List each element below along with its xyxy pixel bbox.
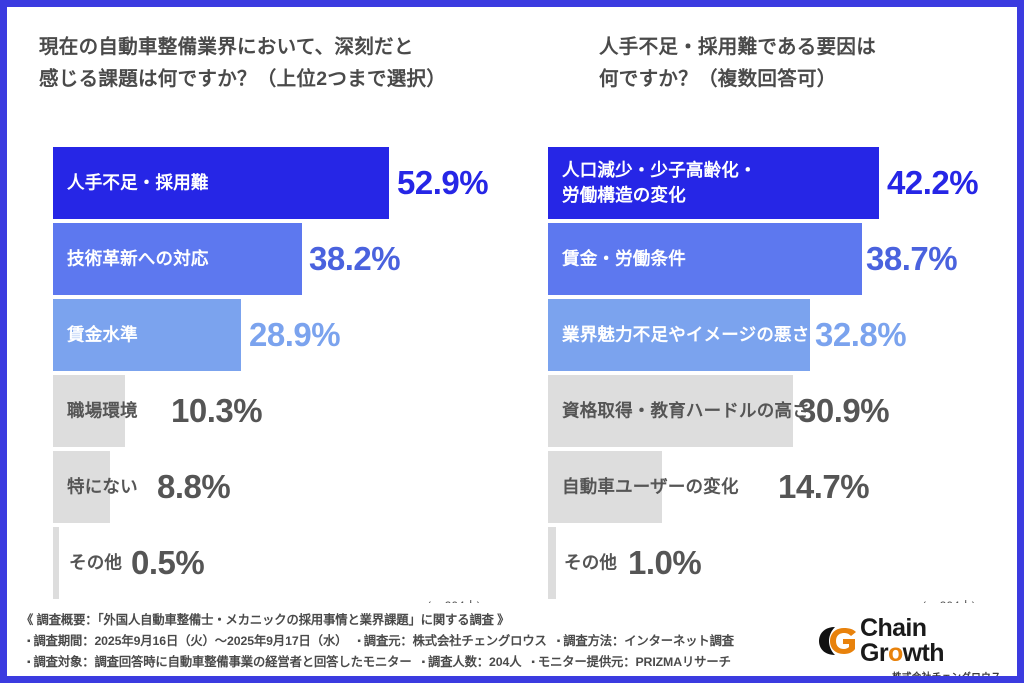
chain-growth-logo: Chain Growth 株式会社チェングロウス — [818, 616, 1003, 676]
survey-method: 調査方法：インターネット調査 — [557, 634, 734, 648]
bar-row: 職場環境 10.3% — [53, 375, 523, 447]
bar-row: 賃金水準 28.9% — [53, 299, 523, 371]
bar-value-label: 30.9% — [798, 392, 890, 429]
bar-fill — [53, 147, 389, 219]
bar-category-label: 業界魅力不足やイメージの悪さ — [562, 324, 810, 345]
survey-monitor-provider: モニター提供元：PRIZMAリサーチ — [531, 655, 731, 669]
bar-value-label: 42.2% — [887, 164, 979, 201]
bar-value-label: 28.9% — [249, 316, 341, 353]
bar-fill — [548, 147, 879, 219]
footer: 《 調査概要：「外国人自動車整備士・メカニックの採用事情と業界課題」に関する調査… — [7, 603, 1017, 676]
bar-category-label: その他 — [564, 552, 618, 573]
bar-row: その他 1.0% — [548, 527, 1017, 599]
bar-category-label: 技術革新への対応 — [67, 248, 209, 269]
bar-row: 自動車ユーザーの変化 14.7% — [548, 451, 1017, 523]
bar-row: 技術革新への対応 38.2% — [53, 223, 523, 295]
bar-row: 人手不足・採用難 52.9% — [53, 147, 523, 219]
bar-fill — [548, 375, 793, 447]
bar-value-label: 52.9% — [397, 164, 489, 201]
bar-category-label: 人手不足・採用難 — [67, 172, 209, 193]
logo-word-part-a: Chain Gr — [860, 614, 927, 667]
bar-row: 賃金・労働条件 38.7% — [548, 223, 1017, 295]
logo-word-part-b: wth — [902, 639, 945, 667]
bar-value-label: 38.2% — [309, 240, 401, 277]
logo-row: Chain Growth — [818, 616, 1003, 666]
survey-target: 調査対象：調査回答時に自動車整備事業の経営者と回答したモニター — [27, 655, 411, 669]
bar-category-label: 職場環境 — [67, 400, 138, 421]
survey-period: 調査期間：2025年9月16日（火）〜2025年9月17日（水） — [27, 634, 347, 648]
bar-fill — [548, 527, 556, 599]
bar-category-label: 賃金・労働条件 — [562, 248, 686, 269]
bar-row: 資格取得・教育ハードルの高さ 30.9% — [548, 375, 1017, 447]
bar-row: その他 0.5% — [53, 527, 523, 599]
bar-value-label: 14.7% — [778, 468, 870, 505]
bar-fill — [548, 451, 662, 523]
bar-value-label: 0.5% — [131, 544, 205, 581]
bar-chart-right: 人口減少・少子高齢化・ 労働構造の変化 42.2% 賃金・労働条件 38.7% … — [548, 147, 1017, 603]
bar-value-label: 8.8% — [157, 468, 231, 505]
bar-category-label: 自動車ユーザーの変化 — [562, 476, 739, 497]
survey-meta-line-1: 調査期間：2025年9月16日（火）〜2025年9月17日（水） 調査元：株式会社… — [19, 631, 1005, 652]
survey-overview-line: 《 調査概要：「外国人自動車整備士・メカニックの採用事情と業界課題」に関する調査… — [21, 613, 510, 627]
bar-fill — [53, 527, 59, 599]
chain-growth-g-icon — [819, 627, 856, 655]
survey-source: 調査元：株式会社チェングロウス — [357, 634, 547, 648]
logo-wordmark: Chain Growth — [860, 616, 1003, 666]
bar-value-label: 10.3% — [171, 392, 263, 429]
bar-category-label: 資格取得・教育ハードルの高さ — [562, 400, 810, 421]
bar-value-label: 1.0% — [628, 544, 702, 581]
survey-meta-line-2: 調査対象：調査回答時に自動車整備事業の経営者と回答したモニター調査人数：204人… — [19, 652, 1005, 673]
page-title-right: 人手不足・採用難である要因は 何ですか？（複数回答可） — [599, 36, 877, 90]
logo-word-accent: o — [887, 639, 903, 667]
bar-fill — [548, 223, 862, 295]
bar-value-label: 38.7% — [866, 240, 958, 277]
bar-category-label: 賃金水準 — [67, 324, 138, 345]
bar-fill — [548, 299, 810, 371]
bar-fill — [53, 223, 302, 295]
logo-subtitle: 株式会社チェングロウス — [892, 672, 1001, 683]
survey-count: 調査人数：204人 — [422, 655, 522, 669]
bar-fill — [53, 451, 110, 523]
bar-fill — [53, 299, 241, 371]
bar-category-label: 特にない — [67, 476, 138, 497]
infographic-inner: 現在の自動車整備業界において、深刻だと 感じる課題は何ですか？（上位2つまで選択… — [7, 7, 1017, 676]
bar-category-label: 人口減少・少子高齢化・ 労働構造の変化 — [562, 160, 757, 205]
bar-fill — [53, 375, 125, 447]
bar-row: 業界魅力不足やイメージの悪さ 32.8% — [548, 299, 1017, 371]
bar-row: 特にない 8.8% — [53, 451, 523, 523]
bar-chart-left: 人手不足・採用難 52.9% 技術革新への対応 38.2% 賃金水準 28.9%… — [53, 147, 523, 603]
bar-value-label: 32.8% — [815, 316, 907, 353]
bar-row: 人口減少・少子高齢化・ 労働構造の変化 42.2% — [548, 147, 1017, 219]
page-title-left: 現在の自動車整備業界において、深刻だと 感じる課題は何ですか？（上位2つまで選択… — [39, 36, 447, 90]
bar-category-label: その他 — [69, 552, 123, 573]
